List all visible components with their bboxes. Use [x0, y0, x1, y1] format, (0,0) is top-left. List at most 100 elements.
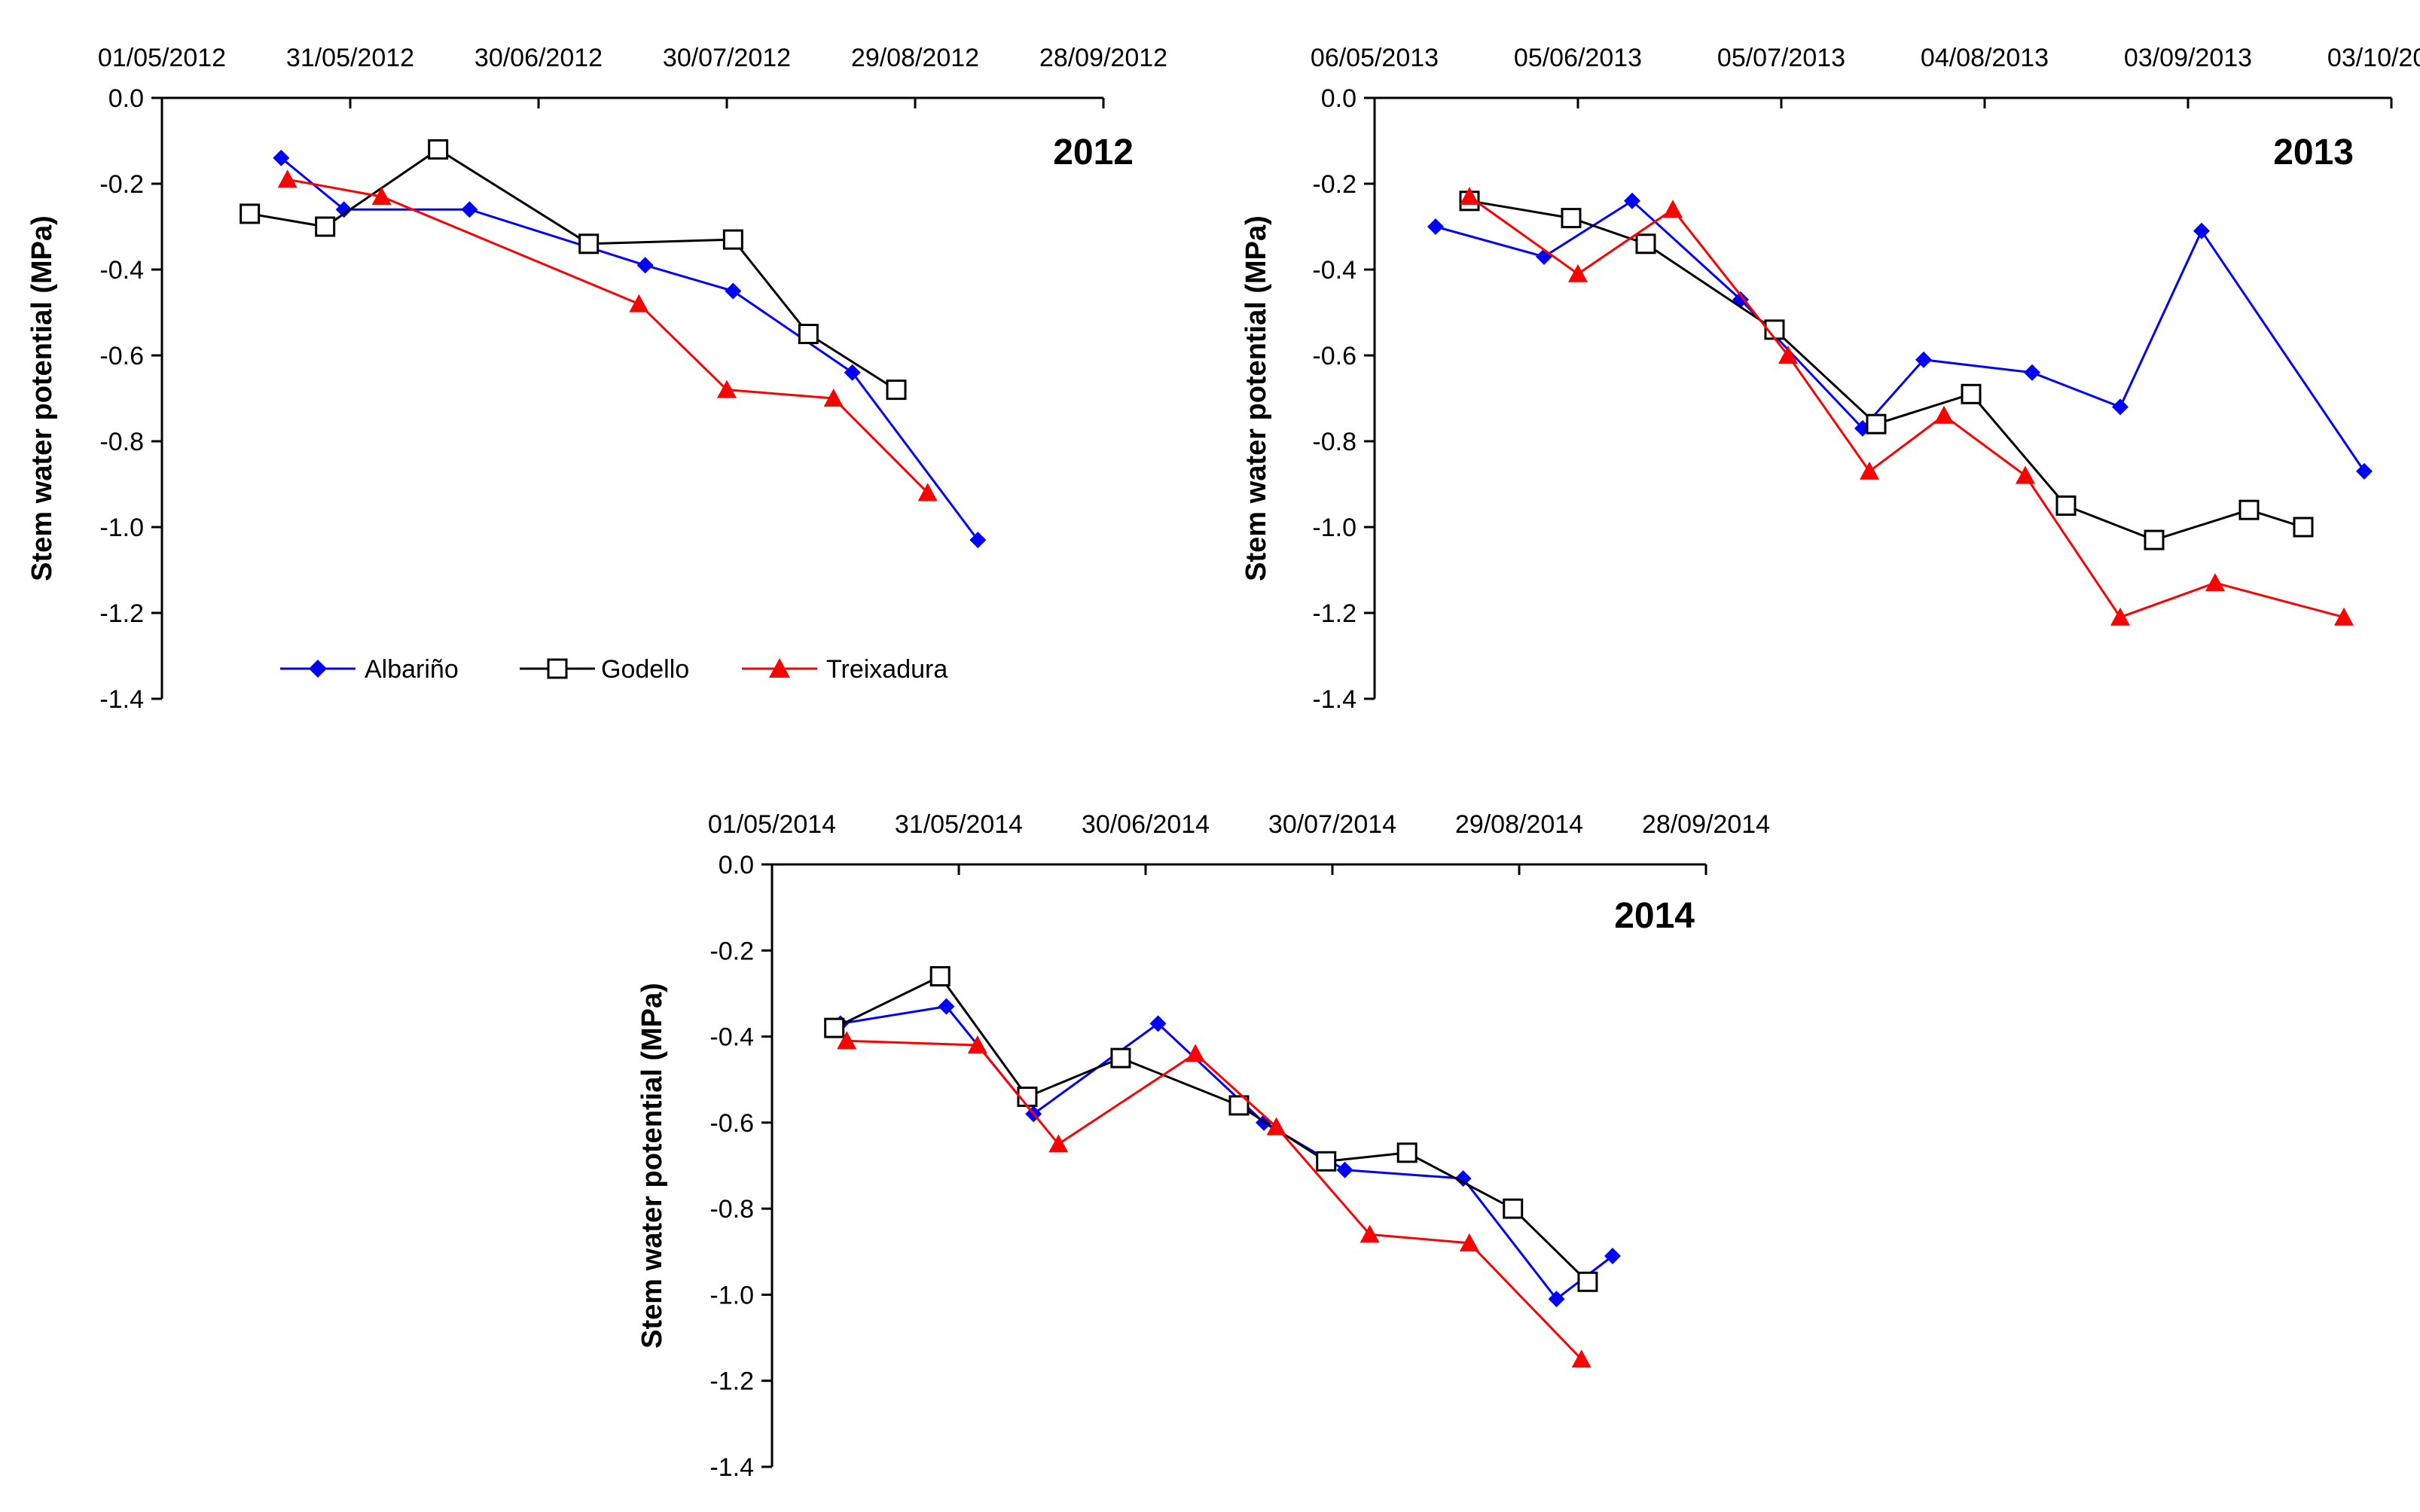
- legend-entry-treixadura: Treixadura: [742, 655, 948, 684]
- x-tick-label: 01/05/2012: [98, 44, 226, 72]
- data-point-treixadura: [2110, 607, 2130, 626]
- data-point-treixadura: [1048, 1134, 1069, 1153]
- series-line-albarino: [1435, 200, 2366, 472]
- y-tick-label: -0.6: [1312, 342, 1356, 370]
- data-point-godello: [2238, 499, 2260, 520]
- series-treixadura: [1460, 187, 2354, 626]
- data-point-treixadura: [1360, 1224, 1380, 1243]
- x-tick-label: 31/05/2012: [286, 44, 414, 72]
- y-tick-label: -1.4: [710, 1453, 754, 1482]
- data-point-godello: [1961, 383, 1982, 404]
- data-point-albarino: [2356, 462, 2373, 480]
- chart-panel-2014: 0.0 -0.2 -0.4 -0.6 -0.8 -1.0 -1.2 -1.4 01/05/201…: [636, 810, 1770, 1482]
- x-tick-label: 03/09/2013: [2124, 44, 2252, 72]
- data-point-albarino: [1915, 351, 1932, 368]
- data-point-treixadura: [823, 389, 844, 407]
- y-tick-label: -0.4: [1312, 256, 1356, 285]
- data-point-godello: [798, 324, 819, 344]
- legend: Albariño Godello Treixadura: [280, 655, 948, 684]
- data-point-godello: [886, 380, 907, 401]
- x-tick-label: 05/07/2013: [1717, 44, 1845, 72]
- y-tick-label: -1.2: [710, 1367, 754, 1396]
- data-point-treixadura: [1186, 1044, 1206, 1062]
- y-tick-label: -1.2: [1312, 599, 1356, 628]
- series-line-treixadura: [287, 178, 929, 494]
- data-point-godello: [428, 139, 449, 160]
- data-point-albarino: [2112, 398, 2129, 416]
- data-point-treixadura: [837, 1031, 857, 1050]
- data-point-treixadura: [1934, 405, 1954, 424]
- x-tick-label: 28/09/2012: [1039, 44, 1167, 72]
- series-line-godello: [1469, 200, 2304, 541]
- series-albarino: [1427, 192, 2373, 480]
- y-tick-label: 0.0: [719, 851, 754, 879]
- legend-label-albarino: Albariño: [365, 655, 459, 684]
- legend-entry-godello: Godello: [520, 655, 689, 684]
- data-point-godello: [1503, 1198, 1524, 1219]
- data-point-treixadura: [1663, 200, 1683, 218]
- y-tick-label: -0.8: [1312, 428, 1356, 456]
- data-point-treixadura: [629, 294, 649, 312]
- data-point-godello: [929, 966, 951, 987]
- data-point-godello: [1635, 233, 1656, 255]
- year-label-2012: 2012: [1053, 133, 1134, 172]
- data-point-albarino: [725, 282, 742, 300]
- y-tick-label: -0.8: [99, 428, 144, 456]
- data-point-treixadura: [1266, 1117, 1286, 1136]
- series-godello: [824, 966, 1598, 1292]
- data-point-albarino: [938, 998, 955, 1015]
- data-point-godello: [1561, 208, 1582, 229]
- data-point-godello: [824, 1017, 845, 1038]
- series-line-treixadura: [847, 1039, 1582, 1361]
- data-point-godello: [1577, 1271, 1598, 1292]
- data-point-albarino: [273, 149, 290, 166]
- year-label-2013: 2013: [2273, 133, 2354, 172]
- x-tick-label: 01/05/2014: [708, 810, 836, 839]
- y-axis-title: Stem water potential (MPa): [636, 983, 668, 1349]
- chart-panel-2013: 0.0 -0.2 -0.4 -0.6 -0.8 -1.0 -1.2 -1.4 06/05/201…: [1241, 44, 2420, 714]
- data-point-albarino: [2193, 222, 2210, 239]
- series-treixadura: [837, 1031, 1591, 1368]
- data-point-albarino: [1427, 218, 1444, 235]
- x-tick-label: 03/10/2013: [2327, 44, 2420, 72]
- x-tick-label: 05/06/2013: [1514, 44, 1642, 72]
- data-point-albarino: [2024, 364, 2040, 381]
- y-tick-label: -1.4: [99, 685, 144, 714]
- x-tick-label: 31/05/2014: [895, 810, 1023, 839]
- legend-label-treixadura: Treixadura: [826, 655, 948, 684]
- y-tick-label: -1.0: [99, 514, 144, 542]
- data-point-treixadura: [1568, 264, 1588, 282]
- y-tick-label: -1.0: [1312, 514, 1356, 542]
- y-tick-label: -0.6: [710, 1109, 754, 1138]
- data-point-treixadura: [2016, 465, 2035, 484]
- x-tick-label: 06/05/2013: [1311, 44, 1439, 72]
- data-point-albarino: [461, 201, 478, 218]
- data-point-treixadura: [2205, 573, 2225, 592]
- data-point-treixadura: [1571, 1349, 1591, 1368]
- data-point-albarino: [636, 257, 654, 274]
- y-axis-title: Stem water potential (MPa): [26, 215, 58, 581]
- data-point-godello: [2055, 495, 2077, 516]
- x-tick-label: 30/06/2014: [1082, 810, 1210, 839]
- y-tick-label: -0.2: [710, 937, 754, 965]
- series-albarino: [273, 149, 987, 549]
- x-tick-label: 29/08/2012: [851, 44, 979, 72]
- chart-panel-2012: 0.0 -0.2 -0.4 -0.6 -0.8 -1.0 -1.2 -1.4 01/05/201…: [26, 44, 1167, 714]
- series-line-treixadura: [1469, 195, 2345, 619]
- y-tick-label: -0.2: [1312, 170, 1356, 199]
- data-point-godello: [1110, 1047, 1131, 1068]
- series-line-godello: [834, 975, 1588, 1283]
- y-tick-label: -0.6: [99, 342, 144, 370]
- x-tick-label: 29/08/2014: [1455, 810, 1583, 839]
- x-tick-label: 30/07/2012: [663, 44, 791, 72]
- legend-entry-albarino: Albariño: [280, 655, 459, 684]
- series-line-godello: [249, 148, 897, 391]
- y-tick-label: -0.2: [99, 170, 144, 199]
- legend-label-godello: Godello: [601, 655, 689, 684]
- data-point-godello: [1316, 1151, 1337, 1172]
- data-point-treixadura: [917, 483, 938, 501]
- year-label-2014: 2014: [1614, 896, 1695, 936]
- y-tick-label: -1.4: [1312, 685, 1356, 714]
- x-tick-label: 28/09/2014: [1642, 810, 1770, 839]
